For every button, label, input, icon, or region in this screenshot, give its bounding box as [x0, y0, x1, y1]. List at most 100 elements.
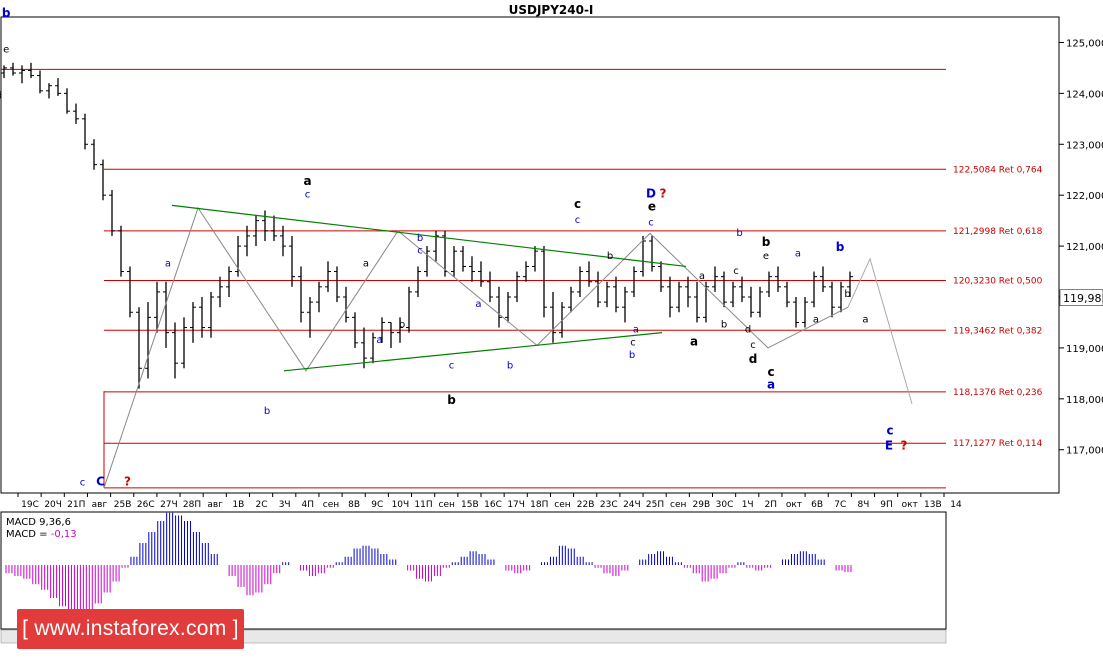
time-tick-label: 16С	[484, 500, 502, 510]
fib-level-label: 118,1376 Ret 0,236	[953, 388, 1043, 398]
wave-label: b	[399, 320, 405, 331]
wave-label: a	[699, 271, 705, 282]
wave-label: a	[376, 335, 382, 346]
forecast-path	[847, 257, 913, 405]
time-tick-label: окт	[902, 500, 918, 510]
chart-title: USDJPY240-I	[509, 3, 594, 17]
wave-label: e	[763, 251, 769, 262]
wave-label: b	[607, 251, 613, 262]
macd-title: MACD 9,36,6	[6, 517, 71, 528]
wave-label: d	[745, 325, 751, 336]
time-tick-label: 22В	[577, 500, 595, 510]
wave-path	[103, 206, 849, 489]
wave-label: b	[844, 289, 850, 300]
wave-label: b	[629, 350, 635, 361]
time-tick-label: сен	[323, 500, 339, 510]
wave-label: c	[750, 340, 756, 351]
time-tick-label: 19С	[21, 500, 39, 510]
time-tick-label: 4П	[302, 500, 315, 510]
wave-label: c	[449, 360, 455, 371]
wave-label: b	[762, 235, 771, 249]
wave-label: c	[648, 218, 654, 229]
price-tick-label: 122,000	[1066, 191, 1103, 202]
time-tick-label: 25В	[114, 500, 132, 510]
wave-label: a	[165, 258, 171, 269]
fib-level-label: 117,1277 Ret 0,114	[953, 439, 1043, 449]
time-tick-label: 28П	[183, 500, 201, 510]
fib-level-label: 120,3230 Ret 0,500	[953, 277, 1043, 287]
wave-label: a	[795, 248, 801, 259]
wave-label: b	[447, 393, 456, 407]
time-tick-label: 8В	[348, 500, 360, 510]
wave-label: a	[633, 325, 639, 336]
time-tick-label: 14	[950, 500, 962, 510]
wave-label: E	[885, 439, 893, 453]
wave-label: ?	[660, 187, 667, 201]
wave-label: a	[690, 334, 698, 348]
wave-label: e	[648, 199, 656, 213]
time-tick-label: 26С	[137, 500, 155, 510]
time-tick-label: 6В	[811, 500, 823, 510]
wave-label: D	[646, 187, 656, 201]
wave-label: b	[2, 6, 11, 20]
wave-label: ?	[124, 474, 131, 488]
trendline	[283, 332, 663, 372]
time-tick-label: 2С	[255, 500, 267, 510]
wave-label: a	[363, 258, 369, 269]
time-tick-label: сен	[554, 500, 570, 510]
wave-label: ?	[901, 439, 908, 453]
wave-label: c	[886, 423, 893, 437]
time-tick-label: авг	[207, 500, 223, 510]
wave-label: b	[417, 233, 423, 244]
time-tick-label: 30С	[716, 500, 734, 510]
time-tick-label: 20Ч	[44, 500, 62, 510]
price-tick-label: 119,000	[1066, 344, 1103, 355]
wave-label: b	[836, 240, 845, 254]
time-tick-label: 8Ч	[857, 500, 869, 510]
time-tick-label: 21П	[67, 500, 85, 510]
time-tick-label: авг	[92, 500, 108, 510]
time-tick-label: 9П	[880, 500, 893, 510]
time-tick-label: 15В	[461, 500, 479, 510]
wave-label: a	[303, 174, 311, 188]
current-price-box	[1059, 289, 1103, 307]
time-tick-label: 7С	[834, 500, 846, 510]
time-tick-label: 24Ч	[623, 500, 641, 510]
price-tick-label: 125,000	[1066, 38, 1103, 49]
macd-value-label: MACD = -0,13	[6, 529, 77, 540]
wave-label: c	[574, 197, 581, 211]
time-tick-label: 1Ч	[742, 500, 754, 510]
wave-label: a	[862, 314, 868, 325]
wave-label: b	[736, 228, 742, 239]
time-tick-label: 11П	[414, 500, 432, 510]
watermark-banner: [ www.instaforex.com ]	[17, 609, 244, 649]
time-tick-label: 2П	[765, 500, 778, 510]
time-tick-label: окт	[786, 500, 802, 510]
price-tick-label: 123,000	[1066, 140, 1103, 151]
price-tick-label: 117,000	[1066, 446, 1103, 457]
wave-label: c	[305, 190, 311, 201]
wave-label: b	[721, 320, 727, 331]
wave-label: c	[733, 266, 739, 277]
wave-label: b	[507, 360, 513, 371]
wave-label: c	[417, 246, 423, 257]
time-tick-label: 10Ч	[392, 500, 410, 510]
fib-level-label: 122,5084 Ret 0,764	[953, 165, 1043, 175]
time-tick-label: 3Ч	[279, 500, 291, 510]
current-price-label: 119,985	[1063, 292, 1103, 305]
time-tick-label: сен	[439, 500, 455, 510]
wave-label: C	[96, 474, 105, 488]
price-tick-label: 121,000	[1066, 242, 1103, 253]
wave-label: c	[767, 365, 774, 379]
wave-label: a	[475, 299, 481, 310]
price-tick-label: 124,000	[1066, 89, 1103, 100]
wave-label: a	[767, 378, 775, 392]
time-tick-label: 29В	[693, 500, 711, 510]
wave-label: a	[813, 314, 819, 325]
wave-label: e	[3, 45, 9, 56]
wave-label: b	[264, 406, 270, 417]
wave-label: d	[0, 90, 2, 101]
fib-level-label: 119,3462 Ret 0,382	[953, 326, 1042, 336]
time-tick-label: 18П	[530, 500, 548, 510]
